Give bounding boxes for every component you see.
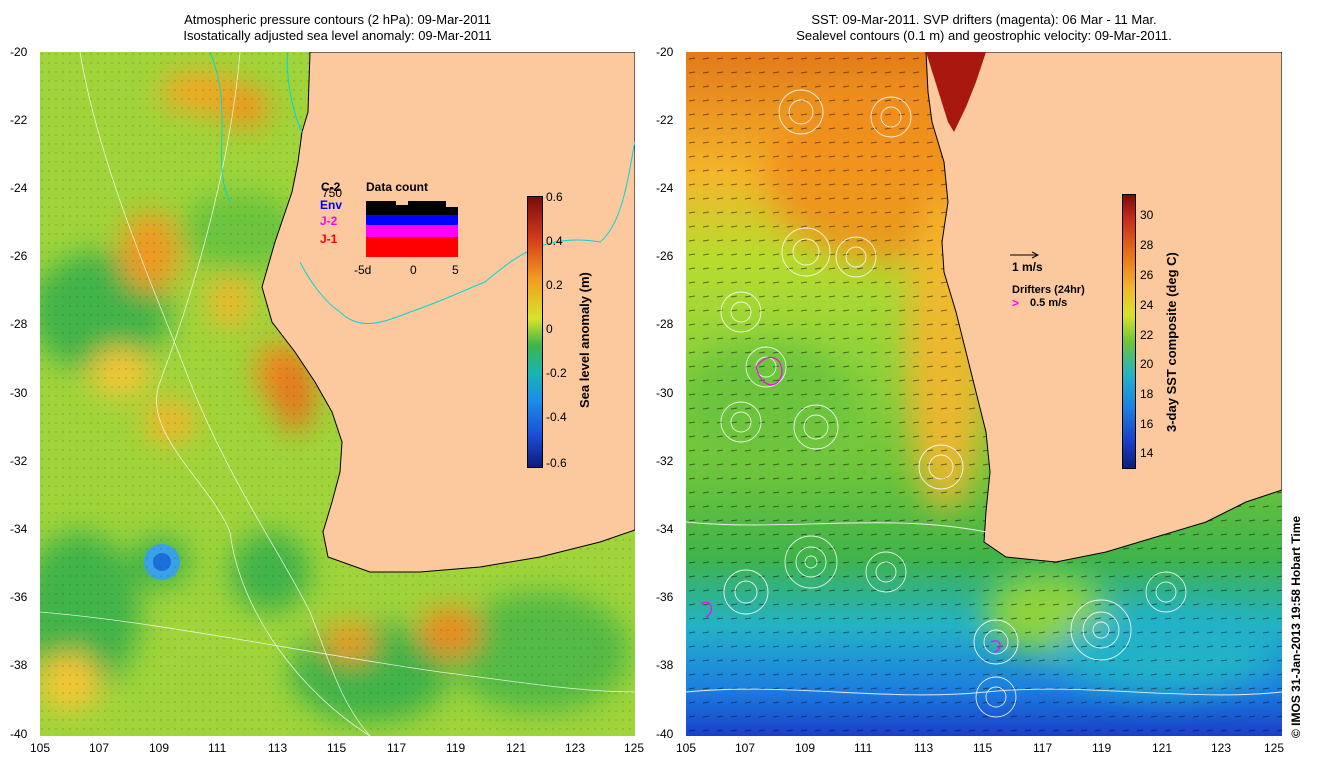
right-lon-2: 109 — [795, 741, 816, 755]
sst-colorbar — [1122, 194, 1136, 469]
sst-tick-4: 22 — [1140, 328, 1154, 342]
velocity-scale-arrow — [1010, 251, 1040, 259]
right-title-line2: Sealevel contours (0.1 m) and geostrophi… — [796, 28, 1172, 43]
drifters-label: Drifters (24hr) — [1012, 284, 1085, 296]
left-lat-6: -32 — [10, 454, 28, 468]
right-lon-9: 123 — [1211, 741, 1232, 755]
sla-tick-2: 0.2 — [546, 278, 563, 292]
sla-tick-5: -0.4 — [546, 410, 567, 424]
right-lat-7: -34 — [656, 522, 674, 536]
right-lat-10: -40 — [656, 727, 674, 741]
left-lat-3: -26 — [10, 249, 28, 263]
right-title: SST: 09-Mar-2011. SVP drifters (magenta)… — [686, 12, 1282, 44]
right-lon-6: 117 — [1033, 741, 1053, 755]
right-title-line1: SST: 09-Mar-2011. SVP drifters (magenta)… — [811, 12, 1157, 27]
right-lon-8: 121 — [1152, 741, 1173, 755]
drifter-scale-label: 0.5 m/s — [1030, 297, 1068, 309]
left-lon-1: 107 — [89, 741, 110, 755]
data-count-x2: 5 — [452, 263, 459, 277]
left-lat-9: -38 — [10, 658, 28, 672]
left-lon-3: 111 — [208, 741, 227, 755]
left-lon-0: 105 — [30, 741, 51, 755]
sla-colorbar — [527, 196, 543, 468]
sst-tick-1: 28 — [1140, 238, 1154, 252]
right-lon-1: 107 — [735, 741, 756, 755]
right-map-sst — [686, 52, 1282, 736]
left-lat-8: -36 — [10, 590, 28, 604]
sat-label-j2: J-2 — [320, 214, 338, 228]
right-lat-5: -30 — [656, 386, 674, 400]
left-lon-4: 113 — [268, 741, 288, 755]
credit-text: © IMOS 31-Jan-2013 19:58 Hobart Time — [1289, 515, 1303, 738]
sst-map-graphic — [686, 52, 1282, 736]
right-lon-0: 105 — [676, 741, 697, 755]
sat-label-env: Env — [320, 198, 343, 212]
left-lat-7: -34 — [10, 522, 28, 536]
sst-tick-0: 30 — [1140, 208, 1154, 222]
sla-map-graphic — [40, 52, 635, 736]
sst-tick-7: 16 — [1140, 417, 1154, 431]
left-lon-5: 115 — [327, 741, 347, 755]
sst-tick-3: 24 — [1140, 298, 1154, 312]
left-lon-8: 121 — [506, 741, 527, 755]
left-lon-10: 125 — [624, 741, 645, 755]
left-title-line2: Isostatically adjusted sea level anomaly… — [183, 28, 492, 43]
data-count-ymax: 750 — [322, 186, 343, 200]
sla-tick-6: -0.6 — [546, 456, 567, 470]
left-lon-6: 117 — [387, 741, 407, 755]
data-count-x0: -5d — [354, 263, 372, 277]
velocity-scale-label: 1 m/s — [1012, 260, 1043, 274]
data-count-bars — [366, 195, 458, 257]
sla-tick-1: 0.4 — [546, 234, 563, 248]
right-lon-3: 111 — [854, 741, 873, 755]
left-lat-2: -24 — [10, 181, 28, 195]
right-lat-2: -24 — [656, 181, 674, 195]
sst-colorbar-label: 3-day SST composite (deg C) — [1164, 252, 1179, 432]
drifter-scale-marker: > — [1012, 296, 1020, 310]
sat-label-j1: J-1 — [320, 232, 338, 246]
right-lat-3: -26 — [656, 249, 674, 263]
right-lat-8: -36 — [656, 590, 674, 604]
right-lat-4: -28 — [656, 317, 674, 331]
left-lat-1: -22 — [10, 113, 28, 127]
right-lon-5: 115 — [973, 741, 993, 755]
right-lon-7: 119 — [1092, 741, 1112, 755]
sst-tick-2: 26 — [1140, 268, 1154, 282]
left-lon-2: 109 — [149, 741, 170, 755]
sla-tick-0: 0.6 — [546, 190, 563, 204]
left-lon-9: 123 — [565, 741, 586, 755]
right-lat-1: -22 — [656, 113, 674, 127]
right-lon-10: 125 — [1264, 741, 1285, 755]
left-lat-10: -40 — [10, 727, 28, 741]
data-count-title: Data count — [366, 180, 429, 194]
left-lat-5: -30 — [10, 386, 28, 400]
sst-tick-5: 20 — [1140, 357, 1154, 371]
sla-tick-3: 0 — [546, 322, 553, 336]
left-map-sla — [40, 52, 635, 736]
left-lat-0: -20 — [10, 45, 28, 59]
sst-tick-8: 14 — [1140, 446, 1154, 460]
data-count-x1: 0 — [410, 263, 417, 277]
left-lon-7: 119 — [446, 741, 466, 755]
right-lat-9: -38 — [656, 658, 674, 672]
sla-tick-4: -0.2 — [546, 366, 567, 380]
right-lat-6: -32 — [656, 454, 674, 468]
sat-label-c2: C-2 — [321, 180, 341, 194]
sst-tick-6: 18 — [1140, 387, 1154, 401]
right-lat-0: -20 — [656, 45, 674, 59]
left-lat-4: -28 — [10, 317, 28, 331]
left-title: Atmospheric pressure contours (2 hPa): 0… — [40, 12, 635, 44]
sla-colorbar-label: Sea level anomaly (m) — [577, 272, 592, 408]
left-title-line1: Atmospheric pressure contours (2 hPa): 0… — [184, 12, 491, 27]
right-lon-4: 113 — [914, 741, 934, 755]
